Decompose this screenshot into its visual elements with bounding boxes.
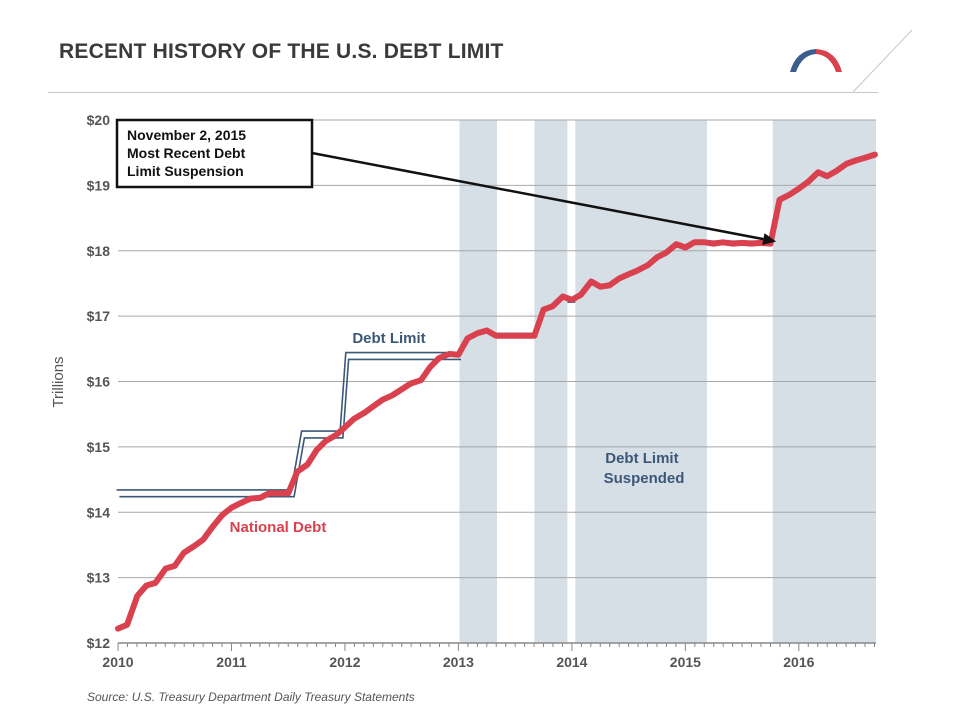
national-debt-line xyxy=(115,151,878,632)
callout-text-line-2: Most Recent Debt xyxy=(127,145,246,161)
callout-text-line-1: November 2, 2015 xyxy=(127,127,246,143)
y-axis-ticks: $12 $13 $14 $15 $16 $17 $18 $19 $20 xyxy=(87,112,111,651)
x-tick-label: 2013 xyxy=(443,654,474,670)
debt-limit-suspended-label: Debt Limit Suspended xyxy=(604,450,685,487)
debt-limit-line-upper xyxy=(116,351,459,491)
x-tick-label: 2015 xyxy=(670,654,701,670)
x-tick-label: 2014 xyxy=(556,654,587,670)
x-tick-label: 2010 xyxy=(102,654,133,670)
y-tick-label: $15 xyxy=(87,439,111,455)
callout-box xyxy=(115,118,314,189)
suspended-label-line-1: Debt Limit xyxy=(605,450,678,467)
debt-limit-series-label: Debt Limit xyxy=(352,330,425,347)
suspended-label-line-2: Suspended xyxy=(604,470,685,487)
y-tick-label: $19 xyxy=(87,177,111,193)
callout-annotation: November 2, 2015 Most Recent Debt Limit Su… xyxy=(115,118,777,245)
y-tick-label: $20 xyxy=(87,112,111,128)
callout-text-line-3: Limit Suspension xyxy=(127,163,244,179)
callout-arrow-head xyxy=(762,233,777,245)
header-divider xyxy=(48,92,878,93)
source-note: Source: U.S. Treasury Department Daily T… xyxy=(87,690,415,704)
y-tick-label: $17 xyxy=(87,308,111,324)
corner-decoration-line xyxy=(852,29,913,93)
logo-arch-blue xyxy=(790,49,816,72)
y-tick-label: $16 xyxy=(87,374,111,390)
logo-arch-icon xyxy=(790,49,842,72)
y-tick-label: $12 xyxy=(87,635,111,651)
logo-arch-red xyxy=(816,49,842,72)
y-tick-label: $13 xyxy=(87,570,111,586)
grid-lines xyxy=(118,119,876,579)
callout-arrow-line xyxy=(311,151,764,241)
series-lines xyxy=(115,151,878,632)
x-tick-label: 2012 xyxy=(329,654,360,670)
y-axis-label: Trillions xyxy=(50,356,67,407)
x-tick-label: 2016 xyxy=(783,654,814,670)
page-title: RECENT HISTORY OF THE U.S. DEBT LIMIT xyxy=(59,40,504,63)
national-debt-series-label: National Debt xyxy=(230,519,327,536)
y-tick-label: $18 xyxy=(87,243,111,259)
y-tick-label: $14 xyxy=(87,504,111,520)
debt-limit-line-lower xyxy=(119,358,461,498)
x-axis-ticks: 2010 2011 2012 2013 2014 2015 2016 xyxy=(102,643,875,670)
x-tick-label: 2011 xyxy=(216,654,247,670)
